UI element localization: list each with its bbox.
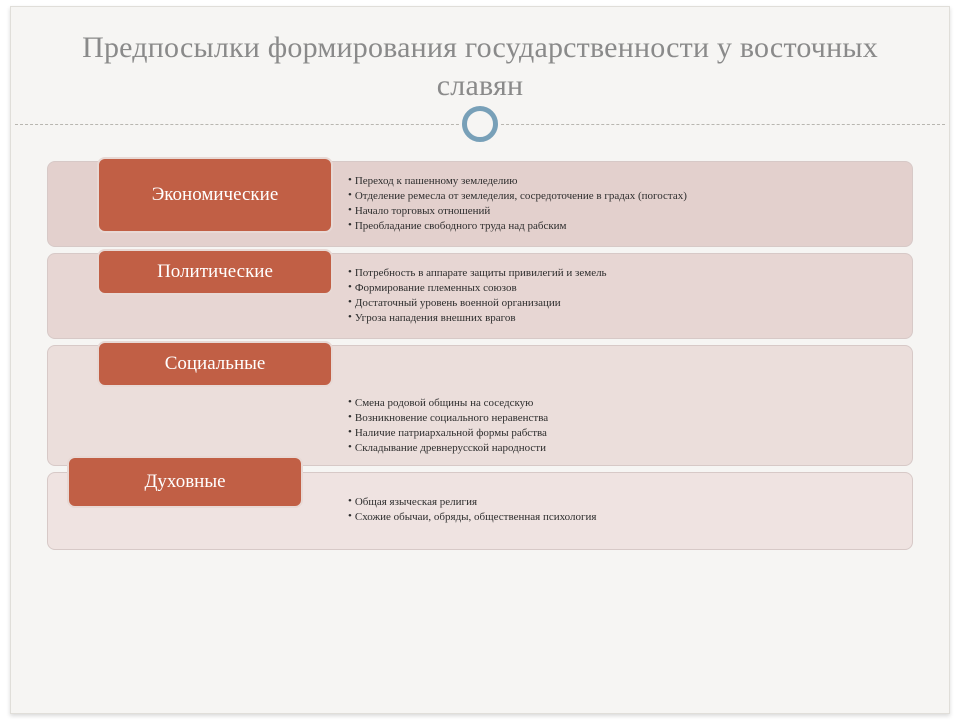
- list-item: Смена родовой общины на соседскую: [348, 396, 898, 411]
- list-item: Возникновение социального неравенства: [348, 411, 898, 426]
- items-spiritual: Общая языческая религия Схожие обычаи, о…: [348, 495, 898, 525]
- list-item: Схожие обычаи, обряды, общественная псих…: [348, 510, 898, 525]
- list-item: Складывание древнерусской народности: [348, 441, 898, 456]
- section-spiritual: Общая языческая религия Схожие обычаи, о…: [47, 472, 913, 550]
- tab-economic: Экономические: [97, 157, 333, 233]
- tab-spiritual: Духовные: [67, 456, 303, 508]
- slide-title: Предпосылки формирования государственнос…: [51, 29, 909, 104]
- items-economic: Переход к пашенному земледелию Отделение…: [348, 174, 898, 233]
- list-item: Угроза нападения внешних врагов: [348, 311, 898, 326]
- section-economic: Переход к пашенному земледелию Отделение…: [47, 161, 913, 247]
- list-item: Потребность в аппарате защиты привилегий…: [348, 266, 898, 281]
- list-item: Общая языческая религия: [348, 495, 898, 510]
- list-item: Отделение ремесла от земледелия, сосредо…: [348, 189, 898, 204]
- list-item: Преобладание свободного труда над рабски…: [348, 219, 898, 234]
- items-social: Смена родовой общины на соседскую Возник…: [348, 396, 898, 455]
- list-item: Начало торговых отношений: [348, 204, 898, 219]
- title-divider: [11, 106, 949, 142]
- title-area: Предпосылки формирования государственнос…: [11, 7, 949, 110]
- list-item: Достаточный уровень военной организации: [348, 296, 898, 311]
- ring-icon: [462, 106, 498, 142]
- tab-political: Политические: [97, 249, 333, 295]
- section-political: Потребность в аппарате защиты привилегий…: [47, 253, 913, 339]
- tab-social: Социальные: [97, 341, 333, 387]
- list-item: Наличие патриархальной формы рабства: [348, 426, 898, 441]
- content-area: Переход к пашенному земледелию Отделение…: [47, 161, 913, 687]
- section-social: Смена родовой общины на соседскую Возник…: [47, 345, 913, 466]
- items-political: Потребность в аппарате защиты привилегий…: [348, 266, 898, 325]
- slide: Предпосылки формирования государственнос…: [10, 6, 950, 714]
- list-item: Формирование племенных союзов: [348, 281, 898, 296]
- list-item: Переход к пашенному земледелию: [348, 174, 898, 189]
